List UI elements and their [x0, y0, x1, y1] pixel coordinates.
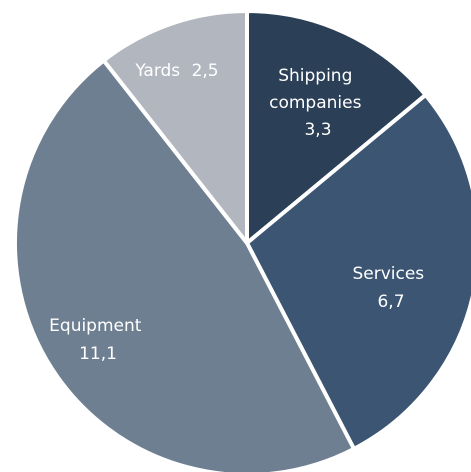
slice-value-services: 6,7: [377, 292, 404, 312]
pie-slice-services: [245, 92, 471, 451]
slice-label-services: Services 6,7: [352, 264, 429, 312]
slice-label-yards: Yards 2,5: [134, 61, 218, 81]
slice-value-yards: 2,5: [192, 61, 219, 81]
pie-slices: [12, 9, 471, 472]
slice-label-equipment-name: Equipment: [49, 316, 142, 336]
pie-slice-equipment: [12, 58, 356, 472]
slice-label-shipping-line-1: Shipping: [278, 66, 352, 86]
pie-slice-shipping-companies: [245, 9, 428, 245]
slice-value-equipment: 11,1: [79, 344, 117, 364]
slice-label-shipping-line-2: companies: [269, 93, 361, 113]
slice-value-shipping: 3,3: [304, 120, 331, 140]
slice-label-services-name: Services: [352, 264, 424, 284]
pie-slice-yards: [101, 9, 249, 245]
slice-label-yards-name: Yards: [134, 61, 180, 81]
slice-label-shipping-companies: Shipping companies 3,3: [269, 66, 367, 140]
slice-label-equipment: Equipment 11,1: [49, 316, 147, 364]
